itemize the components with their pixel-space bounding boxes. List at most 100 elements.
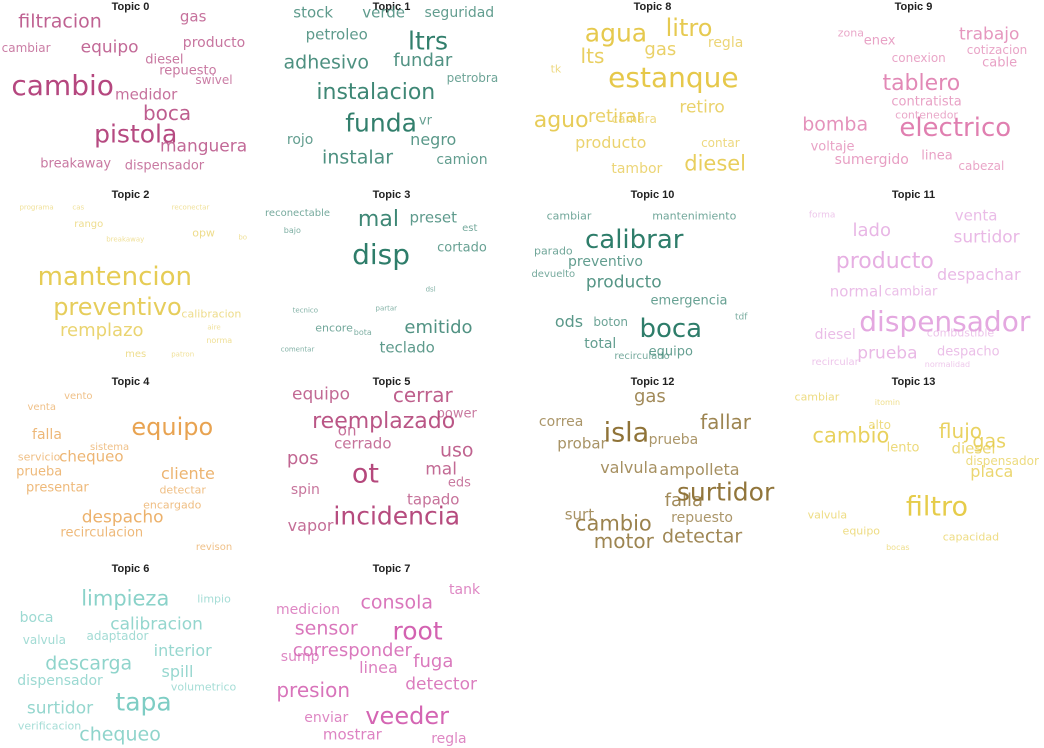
wordcloud-panel-topic-11: Topic 11 forma lado venta surtidor producto de… <box>783 188 1044 374</box>
word-equipo: equipo <box>842 524 881 538</box>
word-forma: forma <box>808 210 836 221</box>
word-incidencia: incidencia <box>333 501 461 531</box>
word-tk: tk <box>550 62 562 76</box>
word-sump: sump <box>280 648 320 665</box>
word-recirculado: recirculado <box>614 351 670 363</box>
word-opw: opw <box>192 226 215 240</box>
word-remplazo: remplazo <box>60 320 144 342</box>
word-bajo: bajo <box>283 225 301 235</box>
word-veeder: veeder <box>365 702 449 731</box>
word-diesel: diesel <box>145 52 184 68</box>
word-gas: gas <box>633 386 666 408</box>
word-consola: consola <box>360 591 433 614</box>
word-combustible: combustible <box>926 326 995 340</box>
word-placa: placa <box>970 461 1014 481</box>
word-equipo: equipo <box>648 344 693 360</box>
panel-title: Topic 6 <box>111 563 150 575</box>
word-cerrado: cerrado <box>334 434 392 453</box>
word-tablero: tablero <box>882 70 961 96</box>
panel-title: Topic 3 <box>372 189 411 201</box>
word-fuga: fuga <box>413 651 454 673</box>
wordcloud-panel-topic-13: Topic 13 cambiar itomin alto flujo gas diesel c… <box>783 375 1044 561</box>
word-descarga: descarga <box>45 652 133 675</box>
word-calibracion: calibracion <box>181 307 242 321</box>
word-chequeo: chequeo <box>59 447 124 466</box>
word-dispensador: dispensador <box>859 304 1031 338</box>
word-pos: pos <box>286 447 319 469</box>
word-fallar: fallar <box>700 409 752 434</box>
wordcloud-panel-topic-0: Topic 0 filtracion gas cambiar equipo product… <box>0 0 261 186</box>
word-gas: gas <box>179 7 207 26</box>
word-mostrar: mostrar <box>322 725 382 744</box>
word-presentar: presentar <box>26 480 89 496</box>
word-normalidad: normalidad <box>924 359 971 369</box>
word-correa: correa <box>538 413 584 430</box>
wordcloud-panel-topic-1: Topic 1 stock verde seguridad petroleo ltrs ad… <box>261 0 522 186</box>
word-dispensador: dispensador <box>124 158 205 174</box>
word-linea: linea <box>921 148 953 164</box>
word-repuesto: repuesto <box>159 63 217 79</box>
panel-title: Topic 4 <box>111 376 150 388</box>
word-enviar: enviar <box>304 710 349 727</box>
wordcloud-panel-topic-8: Topic 8 agua litro lts gas regla tk estanque ret… <box>522 0 783 186</box>
word-bomba: bomba <box>802 113 869 136</box>
word-falla: falla <box>664 490 704 512</box>
word-cambio: cambio <box>812 423 890 448</box>
word-chequeo: chequeo <box>79 723 161 746</box>
word-parado: parado <box>533 244 573 258</box>
word-enex: enex <box>863 33 896 49</box>
word-devuelto: devuelto <box>531 269 576 281</box>
word-verde: verde <box>362 3 406 22</box>
word-mes: mes <box>125 349 147 361</box>
word-estanque: estanque <box>608 61 739 95</box>
word-detectar: detectar <box>661 525 743 548</box>
word-boca: boca <box>639 314 703 345</box>
word-gas: gas <box>644 39 677 61</box>
word-producto: producto <box>182 34 246 51</box>
word-norma: norma <box>206 335 233 345</box>
word-ods: ods <box>554 311 584 331</box>
word-cortado: cortado <box>437 240 487 256</box>
panel-title: Topic 13 <box>891 376 936 388</box>
word-lado: lado <box>852 219 891 241</box>
word-total: total <box>584 336 617 353</box>
word-tdf: tdf <box>735 312 748 323</box>
word-lts: lts <box>580 43 605 68</box>
word-eds: eds <box>447 475 471 491</box>
panel-title: Topic 5 <box>372 376 411 388</box>
word-petroleo: petroleo <box>305 25 368 44</box>
word-root: root <box>392 616 443 646</box>
word-boton: boton <box>593 314 629 329</box>
word-voltaje: voltaje <box>810 139 855 155</box>
word-breakaway: breakaway <box>40 156 112 172</box>
word-tecnico: tecnico <box>292 306 319 315</box>
word-medidor: medidor <box>114 85 178 104</box>
word-diesel: diesel <box>684 151 747 176</box>
word-dispensador: dispensador <box>17 673 103 690</box>
word-motor: motor <box>593 528 654 553</box>
word-surtidor: surtidor <box>676 477 775 507</box>
word-falla: falla <box>32 426 62 443</box>
word-pistola: pistola <box>94 119 178 149</box>
word-venta: venta <box>954 206 998 225</box>
word-surtidor: surtidor <box>953 227 1020 248</box>
word-adhesivo: adhesivo <box>283 51 369 74</box>
word-cliente: cliente <box>161 463 215 483</box>
word-cambio: cambio <box>11 68 114 102</box>
word-stock: stock <box>293 3 334 22</box>
word-lento: lento <box>886 440 920 456</box>
word-linea: linea <box>359 658 398 678</box>
word-corresponder: corresponder <box>292 640 412 662</box>
wordcloud-panel-topic-2: Topic 2 programa cas reconectar rango opw bo br… <box>0 188 261 374</box>
word-disp: disp <box>352 237 411 271</box>
word-limpieza: limpieza <box>81 586 170 611</box>
word-prueba: prueba <box>857 343 918 364</box>
word-preventivo: preventivo <box>53 293 182 322</box>
word-diesel: diesel <box>951 439 996 458</box>
word-sumergido: sumergido <box>834 151 909 168</box>
word-instalacion: instalacion <box>316 80 436 105</box>
word-emergencia: emergencia <box>650 293 728 309</box>
word-capacidad: capacidad <box>942 530 1000 544</box>
word-reemplazado: reemplazado <box>312 408 456 434</box>
word-encargado: encargado <box>143 498 202 512</box>
